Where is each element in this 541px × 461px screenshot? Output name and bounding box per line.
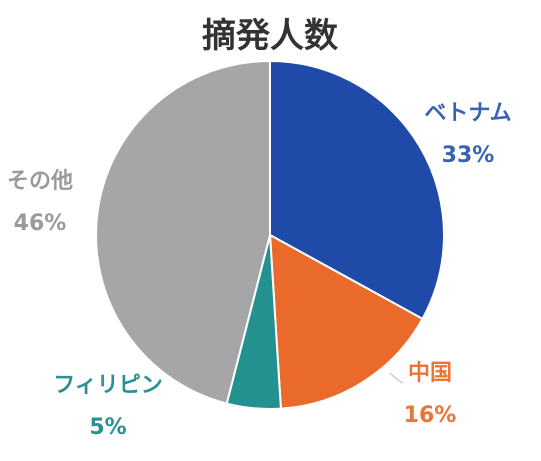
leader-line <box>389 372 404 384</box>
slice-category-label: 中国 <box>408 361 452 386</box>
slice-value-label: 16% <box>404 403 457 428</box>
pie-slice <box>268 233 424 410</box>
slice-value-label: 5% <box>89 415 126 440</box>
pie-slices <box>95 59 445 410</box>
slice-value-label: 33% <box>442 143 495 168</box>
slice-category-label: その他 <box>7 169 73 194</box>
chart-title: 摘発人数 <box>202 16 338 56</box>
slice-category-label: ベトナム <box>424 101 511 126</box>
pie-slice <box>269 59 445 321</box>
slice-value-label: 46% <box>14 211 67 236</box>
slice-labels: ベトナム 33% 中国 16% フィリピン 5% その他 46% <box>7 101 512 440</box>
slice-category-label: フィリピン <box>53 373 163 398</box>
pie-slice <box>95 59 271 405</box>
